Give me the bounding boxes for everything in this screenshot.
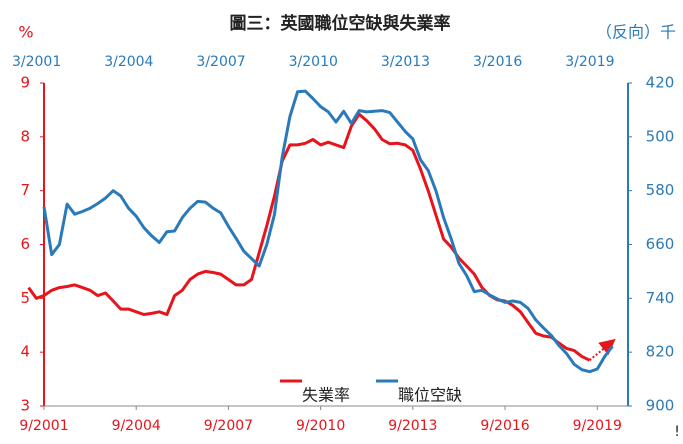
y-tick-label: 5 (20, 289, 30, 307)
x-tick-label: 9/2016 (480, 418, 529, 434)
y2-tick-label: 660 (646, 235, 675, 253)
legend-label: 職位空缺 (398, 386, 462, 405)
legend-label: 失業率 (302, 386, 350, 405)
y-tick-label: 7 (20, 181, 30, 199)
x-tick-label: 9/2004 (112, 418, 161, 434)
series-line (42, 89, 614, 374)
x-tick-label: 9/2001 (19, 418, 68, 434)
y2-axis-label: （反向）千 (596, 23, 676, 42)
x-top-tick-label: 3/2007 (196, 54, 245, 70)
y2-tick-label: 580 (646, 181, 675, 199)
x-tick-label: 9/2019 (573, 418, 622, 434)
y-tick-label: 8 (20, 127, 30, 145)
series-line (27, 112, 591, 362)
x-top-tick-label: 3/2013 (381, 54, 430, 70)
y2-tick-label: 820 (646, 343, 675, 361)
x-top-tick-label: 3/2016 (473, 54, 522, 70)
x-top-tick-label: 3/2001 (12, 54, 61, 70)
x-top-tick-label: 3/2019 (565, 54, 614, 70)
forecast-line (588, 338, 616, 361)
y-tick-label: 4 (20, 343, 30, 361)
y-tick-label: 3 (20, 397, 30, 415)
y2-tick-label: 740 (646, 289, 675, 307)
annotation: ! (674, 424, 680, 440)
x-tick-label: 9/2010 (296, 418, 345, 434)
y2-tick-label: 500 (646, 127, 675, 145)
x-tick-label: 9/2007 (204, 418, 253, 434)
chart-title: 圖三：英國職位空缺與失業率 (230, 13, 451, 34)
x-top-tick-label: 3/2004 (104, 54, 153, 70)
x-tick-label: 9/2013 (388, 418, 437, 434)
y2-tick-label: 900 (646, 397, 675, 415)
x-top-tick-label: 3/2010 (289, 54, 338, 70)
y-axis-label: % (18, 23, 33, 42)
y-tick-label: 9 (20, 74, 30, 92)
y2-tick-label: 420 (646, 74, 675, 92)
y-tick-label: 6 (20, 235, 30, 253)
